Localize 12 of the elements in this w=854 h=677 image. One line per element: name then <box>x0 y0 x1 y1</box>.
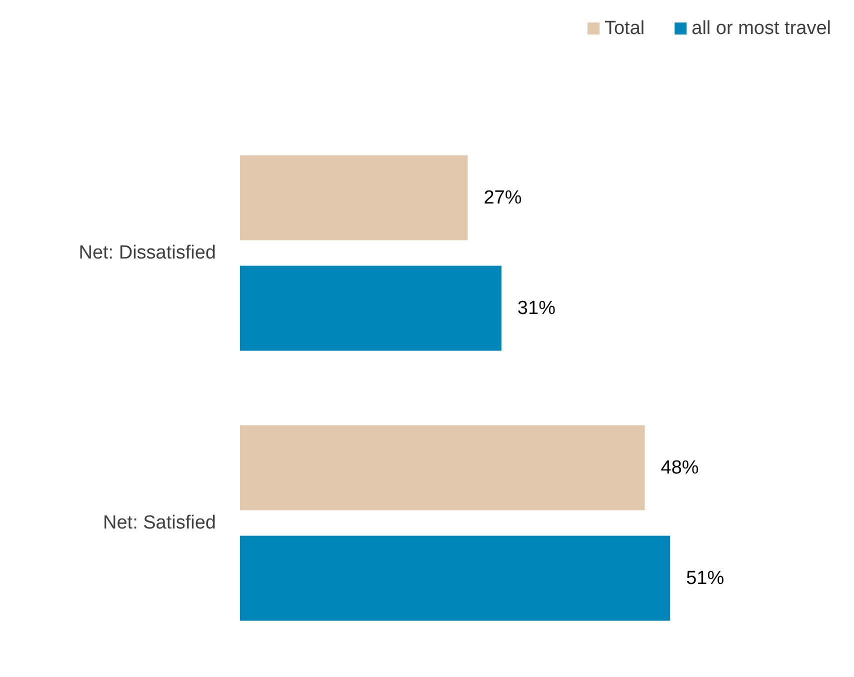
bar <box>240 155 468 240</box>
data-label: 27% <box>484 187 522 208</box>
data-label: 31% <box>517 298 556 319</box>
data-label: 51% <box>686 568 724 589</box>
legend-label: Total <box>604 18 645 39</box>
bar <box>240 425 645 510</box>
bar <box>240 266 502 351</box>
bar <box>240 536 670 621</box>
y-tick-label: Net: Dissatisfied <box>78 242 216 264</box>
legend-label: all or most travel <box>692 18 831 39</box>
y-tick-label: Net: Satisfied <box>103 512 216 534</box>
data-label: 48% <box>660 457 699 478</box>
